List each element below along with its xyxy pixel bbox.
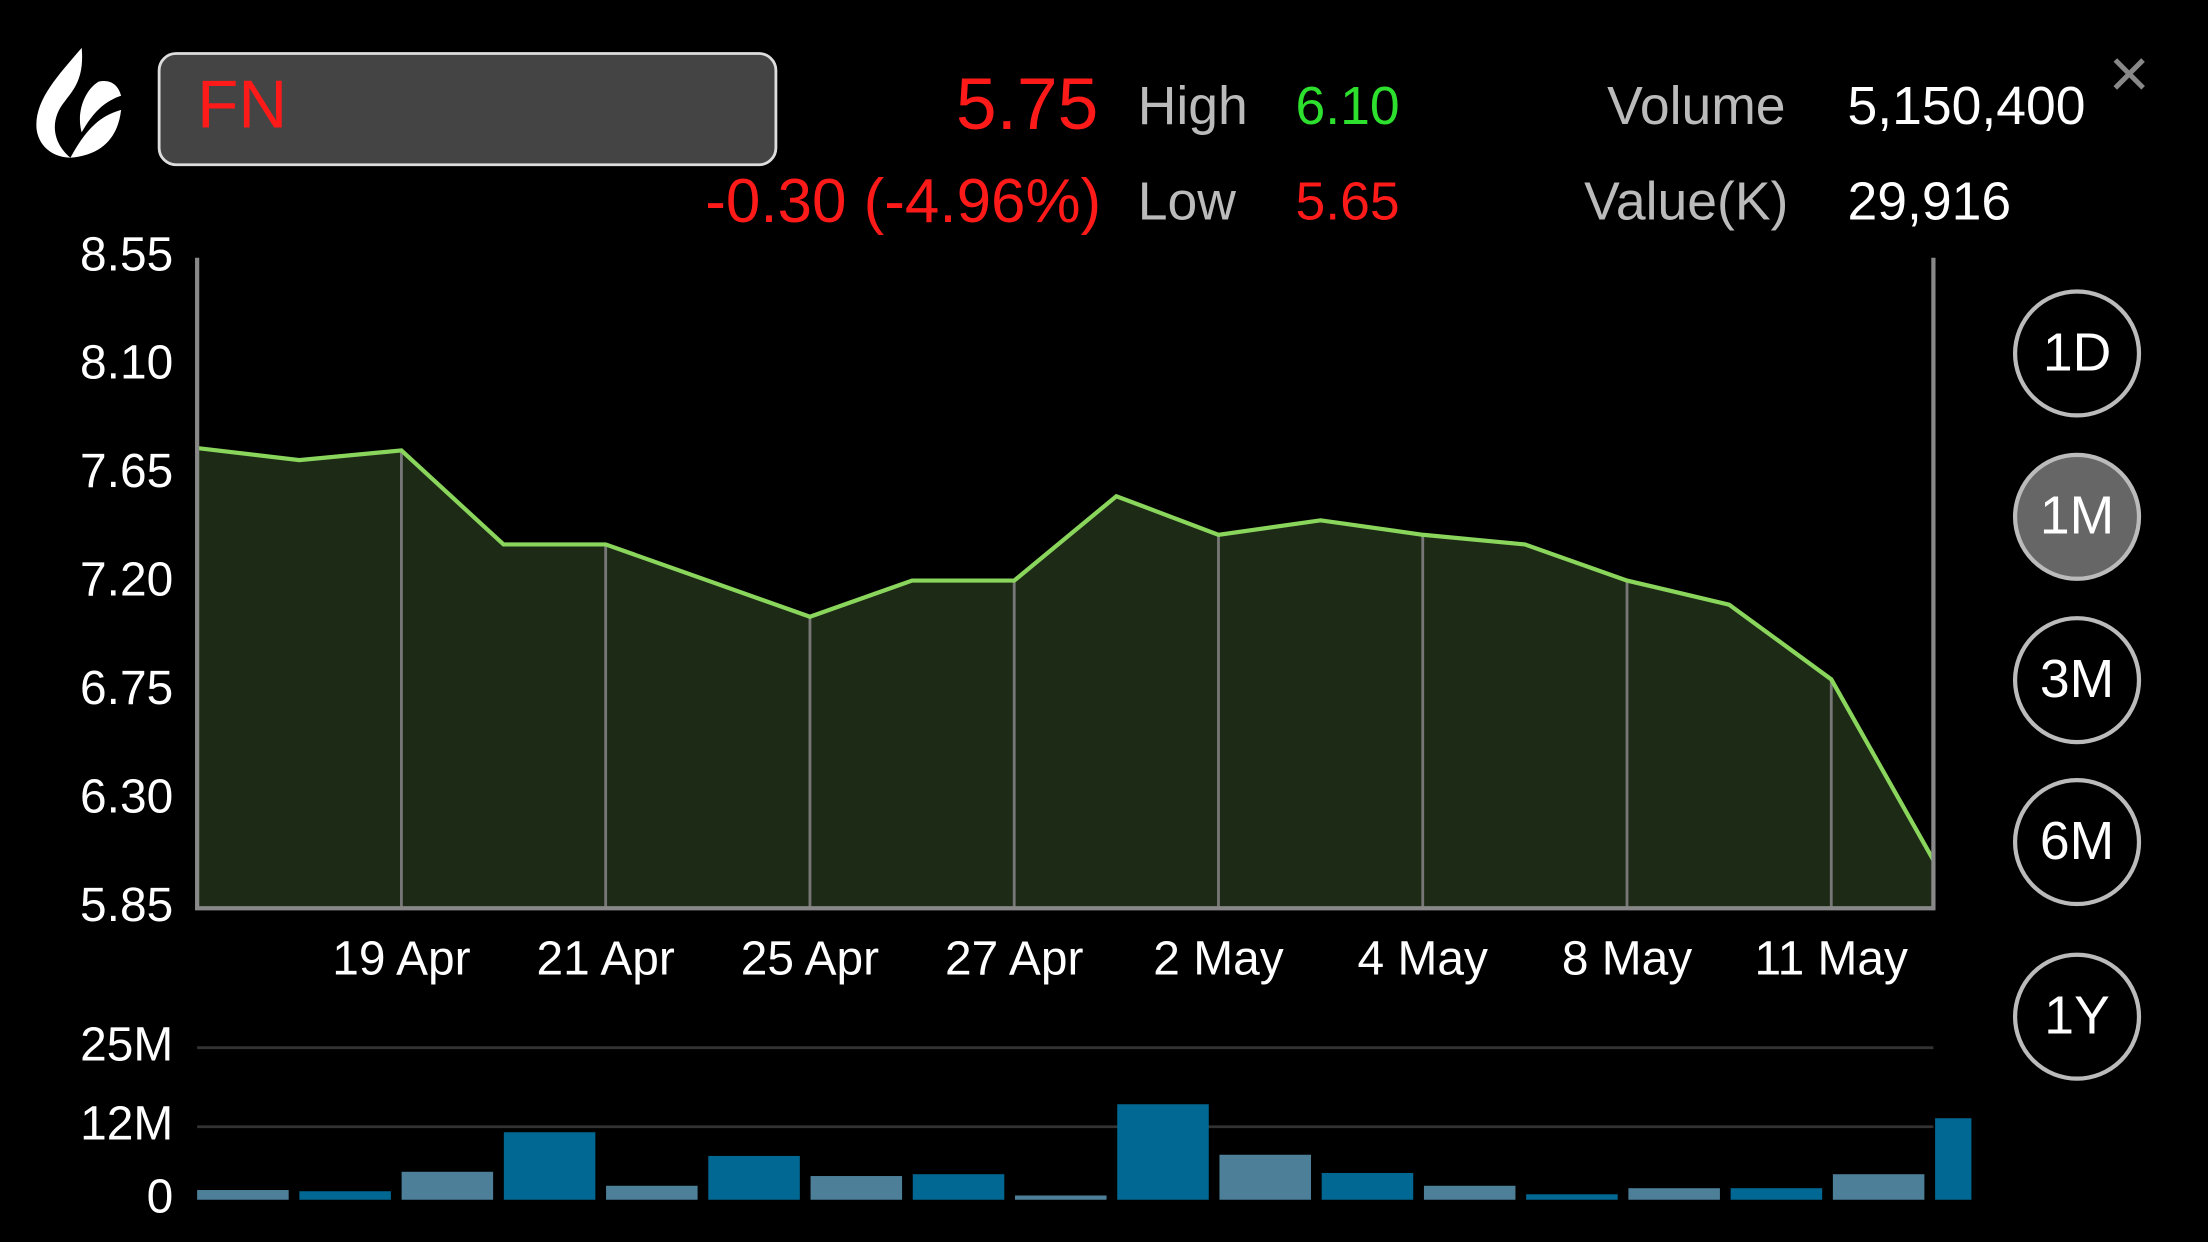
period-label[interactable]: 1Y [2044, 987, 2109, 1046]
volume-bar [1219, 1154, 1311, 1200]
volume-bar [810, 1176, 903, 1200]
period-button[interactable] [2012, 778, 2142, 907]
x-tick-label: 25 Apr [741, 932, 879, 985]
symbol: FN [197, 68, 287, 143]
high-label: High [1138, 77, 1248, 136]
close-button[interactable]: × [2109, 33, 2150, 112]
period-label[interactable]: 1M [2040, 487, 2114, 546]
x-tick-label: 8 May [1562, 932, 1692, 985]
volume-bar [1730, 1188, 1823, 1200]
last-price: 5.75 [956, 63, 1099, 145]
volume-label: Volume [1607, 77, 1785, 136]
x-tick-label: 21 Apr [536, 932, 674, 985]
logo[interactable] [36, 47, 122, 158]
volume-bar [708, 1155, 800, 1200]
y-tick-label: 25M [80, 1018, 173, 1071]
axis-frame [195, 257, 1936, 911]
y-tick-label: 12M [80, 1097, 173, 1150]
x-tick-label: 27 Apr [945, 932, 1083, 985]
y-tick-label: 5.85 [80, 879, 173, 932]
value-label: Value(K) [1584, 173, 1788, 232]
x-tick-label: 4 May [1358, 932, 1488, 985]
search-box[interactable] [157, 52, 778, 167]
period-button[interactable] [2012, 952, 2142, 1081]
volume-bar [503, 1132, 596, 1200]
high-value: 6.10 [1296, 77, 1400, 136]
volume-bar [1935, 1118, 1972, 1200]
volume-value: 5,150,400 [1848, 77, 2086, 136]
price-line [196, 445, 1936, 862]
volume-bar [1117, 1104, 1209, 1200]
volume-bar [1526, 1194, 1618, 1200]
period-button[interactable] [2012, 616, 2142, 745]
volume-bar [606, 1185, 698, 1200]
period-label[interactable]: 3M [2040, 650, 2114, 709]
volume-bar [1832, 1174, 1925, 1200]
y-tick-label: 0 [147, 1170, 174, 1223]
x-tick-label: 19 Apr [332, 932, 470, 985]
low-value: 5.65 [1296, 173, 1400, 232]
volume-bar [1628, 1188, 1720, 1200]
period-button[interactable] [2012, 289, 2142, 418]
volume-bar [197, 1190, 289, 1200]
y-tick-label: 7.20 [80, 554, 173, 607]
x-tick-label: 2 May [1153, 932, 1283, 985]
volume-bar [1423, 1185, 1516, 1200]
period-label[interactable]: 1D [2043, 323, 2111, 382]
y-tick-label: 6.75 [80, 662, 173, 715]
volume-bar [299, 1191, 391, 1200]
volume-bar [401, 1171, 494, 1200]
y-tick-label: 8.10 [80, 337, 173, 390]
period-label[interactable]: 6M [2040, 812, 2114, 871]
volume-bar [912, 1174, 1005, 1200]
period-button[interactable] [2012, 452, 2142, 581]
price-change: -0.30 (-4.96%) [705, 167, 1101, 236]
volume-bar [1015, 1195, 1107, 1200]
y-tick-label: 7.65 [80, 445, 173, 498]
price-area [197, 448, 1934, 909]
value-value: 29,916 [1848, 173, 2012, 232]
y-tick-label: 6.30 [80, 770, 173, 823]
low-label: Low [1138, 173, 1237, 232]
x-tick-label: 11 May [1755, 932, 1908, 985]
volume-bar [1321, 1172, 1414, 1200]
y-tick-label: 8.55 [80, 228, 173, 281]
